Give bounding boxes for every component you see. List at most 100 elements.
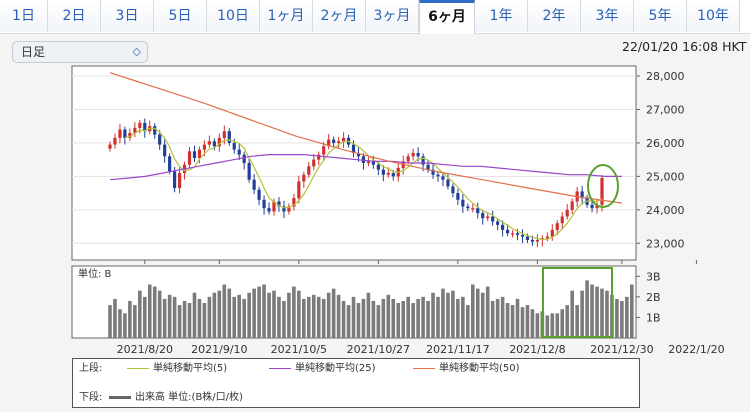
candle-body — [272, 201, 276, 212]
volume-bar — [585, 280, 589, 338]
tab-10[interactable]: 2年 — [528, 0, 581, 32]
candle-body — [227, 131, 231, 143]
tab-9[interactable]: 1年 — [475, 0, 528, 32]
candle-body — [158, 134, 162, 145]
candle-body — [212, 141, 216, 147]
volume-bar — [600, 288, 604, 338]
volume-bar — [620, 300, 624, 338]
y-tick-label: 23,000 — [646, 237, 685, 250]
volume-bar — [247, 292, 251, 338]
volume-bar — [217, 290, 222, 338]
timestamp: 22/01/20 16:08 HKT — [622, 39, 747, 54]
candle-body — [317, 154, 321, 160]
volume-bar — [242, 298, 246, 338]
candle-body — [217, 137, 221, 147]
volume-bar — [575, 305, 579, 338]
y-tick-label: 25,000 — [646, 170, 685, 183]
candle-body — [565, 209, 569, 217]
volume-bar — [306, 296, 311, 338]
volume-bar — [505, 303, 510, 338]
volume-bar — [277, 296, 281, 338]
ma5-line-icon — [127, 367, 149, 369]
candle-body — [307, 166, 311, 175]
candle-body — [287, 206, 291, 212]
volume-tick-label: 2B — [646, 291, 661, 304]
volume-bar — [570, 290, 574, 338]
x-tick-label: 2021/12/30 — [590, 343, 653, 356]
volume-bar — [605, 290, 609, 338]
tab-13[interactable]: 10年 — [687, 0, 740, 32]
volume-bar — [431, 292, 435, 338]
x-tick-label: 2021/9/10 — [191, 343, 247, 356]
candle-body — [197, 149, 202, 158]
volume-bar — [302, 298, 306, 338]
tab-0[interactable]: 1日 — [0, 0, 48, 32]
volume-tick-label: 3B — [646, 270, 661, 283]
volume-bar — [461, 296, 465, 338]
candle-body — [173, 171, 177, 189]
x-tick-label: 2021/11/17 — [426, 343, 489, 356]
volume-bar — [252, 288, 256, 338]
volume-bar — [376, 305, 381, 338]
candle-body — [505, 229, 510, 234]
volume-bar — [470, 284, 475, 338]
candle-body — [282, 206, 286, 212]
tab-4[interactable]: 10日 — [207, 0, 260, 32]
tab-1[interactable]: 2日 — [48, 0, 101, 32]
volume-bar — [346, 305, 351, 338]
tab-2[interactable]: 3日 — [101, 0, 154, 32]
candle-body — [501, 224, 505, 230]
volume-bar — [386, 294, 391, 338]
volume-bar — [123, 313, 127, 338]
candle-body — [207, 141, 211, 145]
volume-bar — [222, 284, 227, 338]
period-select[interactable]: 日足 ◇ — [12, 41, 148, 63]
legend-volume: 出来高 単位:(B株/口/枚) — [109, 391, 243, 405]
volume-bar — [475, 288, 480, 338]
volume-bar — [560, 309, 565, 338]
candle-body — [312, 159, 316, 167]
candle-body — [441, 176, 445, 180]
candle-body — [277, 201, 281, 207]
tab-11[interactable]: 3年 — [581, 0, 634, 32]
candle-body — [590, 204, 594, 209]
volume-bar — [510, 305, 515, 338]
candle-body — [560, 216, 564, 224]
tab-8[interactable]: 6ヶ月 — [419, 0, 475, 34]
tab-5[interactable]: 1ヶ月 — [260, 0, 313, 32]
volume-bar — [480, 292, 485, 338]
volume-bar — [625, 296, 629, 338]
volume-bar — [535, 313, 540, 338]
candle-body — [118, 129, 122, 138]
volume-bar — [401, 300, 406, 338]
tab-12[interactable]: 5年 — [634, 0, 687, 32]
candle-body — [108, 144, 112, 149]
candle-body — [486, 216, 490, 219]
candle-body — [456, 193, 460, 200]
candle-body — [386, 173, 390, 175]
volume-bar — [282, 300, 286, 338]
candle-body — [297, 181, 301, 199]
legend-ma50: 単純移動平均(50) — [413, 362, 520, 376]
ma25-line — [109, 154, 622, 181]
volume-bar — [316, 296, 321, 338]
volume-bar — [262, 284, 266, 338]
candle-body — [520, 234, 525, 237]
legend-ma5: 単純移動平均(5) — [127, 362, 227, 376]
volume-bar — [331, 288, 336, 338]
candle-body — [163, 144, 167, 157]
volume-bar — [356, 303, 361, 338]
volume-bar — [147, 284, 152, 338]
candle-body — [322, 146, 326, 155]
tab-7[interactable]: 3ヶ月 — [366, 0, 419, 32]
volume-bar — [456, 298, 460, 338]
volume-bar — [162, 298, 167, 338]
tab-6[interactable]: 2ヶ月 — [313, 0, 366, 32]
x-tick-label: 2021/8/20 — [117, 343, 173, 356]
tab-3[interactable]: 5日 — [154, 0, 207, 32]
x-tick-label: 2021/12/8 — [509, 343, 565, 356]
volume-bar — [326, 292, 331, 338]
volume-bar — [565, 305, 570, 338]
candle-body — [202, 144, 207, 150]
volume-bar — [416, 298, 420, 338]
